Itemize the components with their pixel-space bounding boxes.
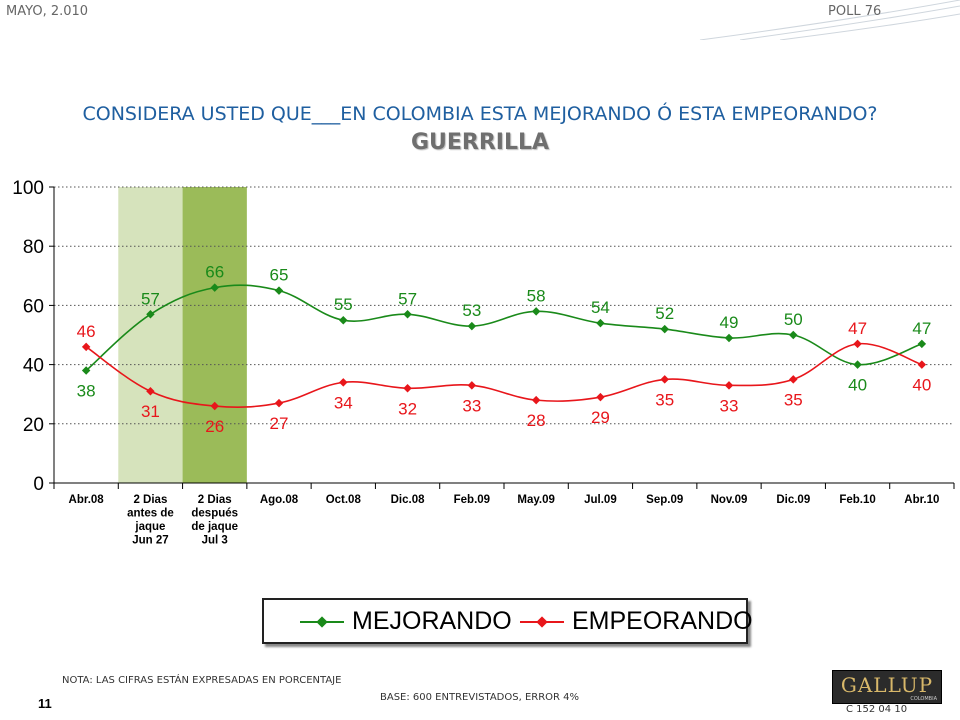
data-label-mejorando: 52 xyxy=(655,304,674,323)
data-label-empeorando: 28 xyxy=(527,411,546,430)
legend-label-empeorando: EMPEORANDO xyxy=(572,607,753,635)
data-point-empeorando xyxy=(531,395,541,405)
legend-label-mejorando: MEJORANDO xyxy=(352,607,512,635)
legend-marker-empeorando xyxy=(520,615,564,628)
chart-subtitle: GUERRILLA xyxy=(410,130,550,155)
data-point-mejorando xyxy=(146,310,155,319)
data-label-empeorando: 33 xyxy=(720,396,739,415)
y-tick-label: 60 xyxy=(23,296,44,317)
data-point-empeorando xyxy=(467,381,477,390)
x-tick-label: Jul.09 xyxy=(584,494,617,506)
data-label-empeorando: 27 xyxy=(270,414,289,433)
data-label-mejorando: 50 xyxy=(784,310,803,329)
data-point-empeorando xyxy=(146,386,155,396)
document-code: C 152 04 10 xyxy=(846,704,908,715)
data-point-mejorando xyxy=(724,333,734,343)
data-point-mejorando xyxy=(210,283,219,292)
data-point-mejorando xyxy=(853,360,862,369)
page-number: 11 xyxy=(38,696,52,711)
data-point-mejorando xyxy=(81,366,91,375)
data-point-mejorando xyxy=(596,318,605,328)
data-label-mejorando: 55 xyxy=(334,295,353,314)
data-point-mejorando xyxy=(403,310,412,319)
legend-item-mejorando: MEJORANDO xyxy=(300,607,512,636)
y-tick-label: 0 xyxy=(33,474,44,495)
data-label-mejorando: 54 xyxy=(591,298,610,317)
data-point-empeorando xyxy=(210,401,219,411)
gallup-logo: GALLUP COLOMBIA xyxy=(832,670,942,704)
legend-item-empeorando: EMPEORANDO xyxy=(520,607,753,636)
data-point-empeorando xyxy=(724,381,734,390)
data-point-empeorando xyxy=(917,360,927,369)
data-point-empeorando xyxy=(81,342,91,352)
x-tick-label: 2 Dias después de jaque Jul 3 xyxy=(191,494,238,547)
data-label-empeorando: 31 xyxy=(141,402,160,421)
data-point-mejorando xyxy=(789,330,798,340)
data-label-empeorando: 29 xyxy=(591,408,610,427)
x-tick-label: 2 Dias antes de jaque Jun 27 xyxy=(127,494,174,547)
data-label-mejorando: 49 xyxy=(720,313,739,332)
data-label-empeorando: 26 xyxy=(205,417,224,436)
highlight-band-0 xyxy=(118,187,183,483)
data-label-mejorando: 58 xyxy=(527,286,546,305)
data-point-mejorando xyxy=(660,324,669,334)
data-point-empeorando xyxy=(403,384,412,393)
x-tick-label: Dic.08 xyxy=(391,494,425,506)
x-tick-label: Nov.09 xyxy=(711,494,748,506)
x-tick-label: May.09 xyxy=(517,494,555,506)
data-label-mejorando: 40 xyxy=(848,376,867,395)
y-tick-label: 40 xyxy=(23,356,44,377)
x-tick-label: Dic.09 xyxy=(776,494,810,506)
x-tick-label: Feb.10 xyxy=(839,494,875,506)
data-label-empeorando: 35 xyxy=(784,390,803,409)
data-point-mejorando xyxy=(339,315,348,325)
x-tick-label: Abr.10 xyxy=(904,494,939,506)
highlight-band-1 xyxy=(182,187,247,483)
chart-legend: MEJORANDO EMPEORANDO xyxy=(262,598,753,644)
data-label-mejorando: 66 xyxy=(205,263,224,282)
data-label-mejorando: 53 xyxy=(462,301,481,320)
data-label-mejorando: 57 xyxy=(141,289,160,308)
sample-base: BASE: 600 ENTREVISTADOS, ERROR 4% xyxy=(380,692,580,703)
data-point-mejorando xyxy=(467,321,477,331)
header-poll: POLL 76 xyxy=(828,4,882,19)
data-label-mejorando: 47 xyxy=(912,319,931,338)
data-point-empeorando xyxy=(853,339,862,349)
data-label-empeorando: 35 xyxy=(655,390,674,409)
legend-marker-mejorando xyxy=(300,615,344,628)
data-point-empeorando xyxy=(789,375,798,384)
series-line-empeorando xyxy=(85,342,923,408)
data-label-mejorando: 57 xyxy=(398,289,417,308)
data-point-empeorando xyxy=(660,375,669,384)
data-point-empeorando xyxy=(339,378,348,387)
x-tick-label: Abr.08 xyxy=(69,494,105,506)
x-tick-label: Sep.09 xyxy=(646,494,683,506)
y-tick-label: 100 xyxy=(12,178,44,199)
footnote: NOTA: LAS CIFRAS ESTÁN EXPRESADAS EN POR… xyxy=(62,675,342,686)
data-point-empeorando xyxy=(274,398,284,408)
logo-text: GALLUP xyxy=(840,673,934,697)
data-label-mejorando: 38 xyxy=(77,382,96,401)
data-label-mejorando: 65 xyxy=(270,266,289,285)
y-tick-label: 20 xyxy=(23,415,44,436)
data-point-mejorando xyxy=(274,286,284,295)
logo-subtext: COLOMBIA xyxy=(910,696,937,702)
data-point-empeorando xyxy=(596,392,605,402)
x-tick-label: Oct.08 xyxy=(326,494,362,506)
x-tick-label: Ago.08 xyxy=(260,494,299,506)
data-label-empeorando: 32 xyxy=(398,399,417,418)
corner-decoration xyxy=(699,0,960,40)
data-point-mejorando xyxy=(531,307,541,316)
data-point-mejorando xyxy=(917,339,927,349)
data-label-empeorando: 33 xyxy=(462,396,481,415)
x-tick-label: Feb.09 xyxy=(454,494,490,506)
data-label-empeorando: 40 xyxy=(912,376,931,395)
line-chart: 0 20 40 60 80 100 Abr.08 2 Dias antes de jaque Jun… xyxy=(12,178,955,547)
chart-title: CONSIDERA USTED QUE___EN COLOMBIA ESTA M… xyxy=(82,103,878,125)
data-label-empeorando: 46 xyxy=(77,322,96,341)
y-tick-label: 80 xyxy=(23,237,44,258)
data-label-empeorando: 34 xyxy=(334,393,353,412)
header-date: MAYO, 2.010 xyxy=(6,4,89,19)
data-label-empeorando: 47 xyxy=(848,319,867,338)
